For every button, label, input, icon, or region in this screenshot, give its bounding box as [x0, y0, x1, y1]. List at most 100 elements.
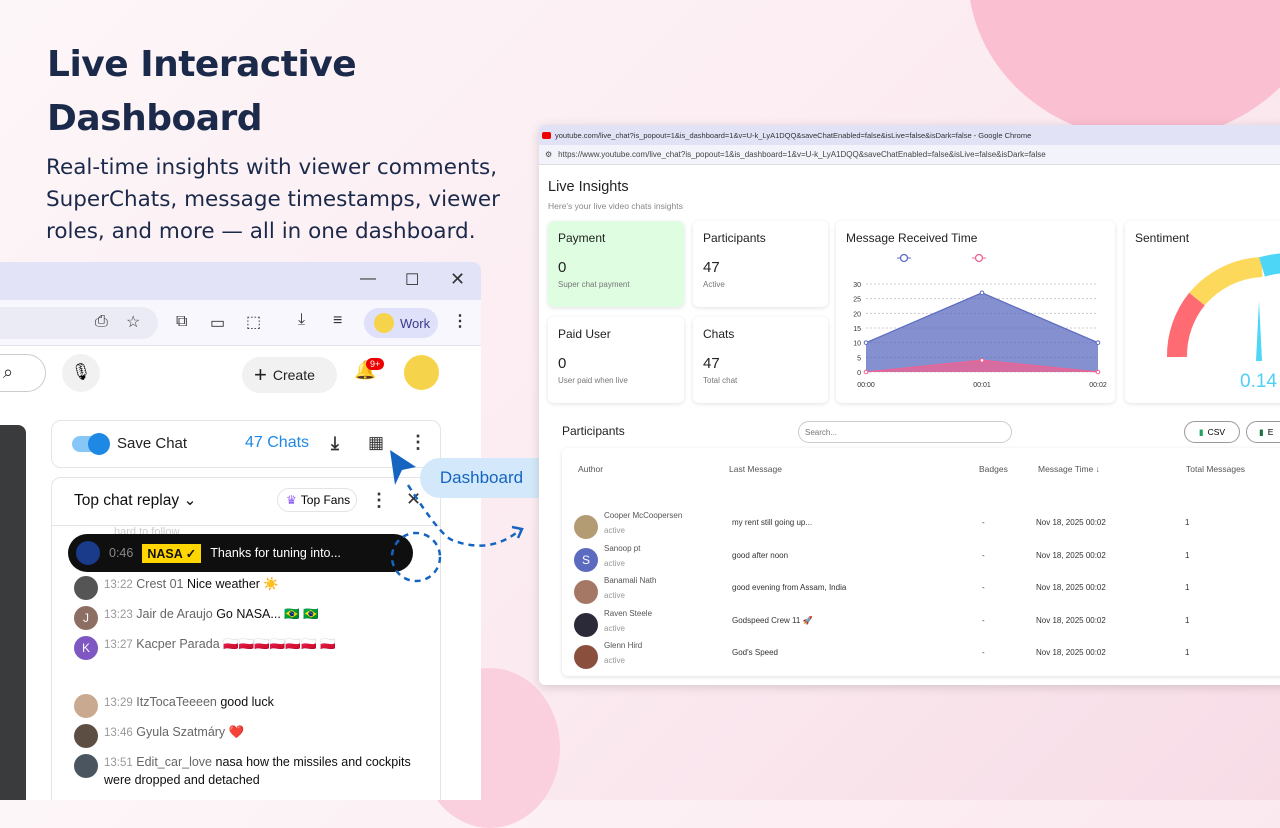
- chat-message[interactable]: J 13:23 Jair de Araujo Go NASA... 🇧🇷 🇧🇷: [74, 606, 414, 630]
- gauge-neutral: [1189, 257, 1263, 306]
- author-status: active: [604, 623, 625, 633]
- x-tick-label: 00:01: [973, 382, 991, 389]
- search-button[interactable]: ⌕: [0, 354, 46, 392]
- message-time: 13:22: [104, 579, 133, 591]
- page-title: Live Insights: [548, 179, 629, 195]
- profile-button[interactable]: Work: [364, 308, 438, 338]
- chat-message[interactable]: 13:22 Crest 01 Nice weather ☀️: [74, 576, 414, 600]
- chat-message[interactable]: 13:46 Gyula Szatmáry ❤️: [74, 724, 414, 748]
- participants-title: Participants: [562, 424, 625, 438]
- badges: -: [982, 550, 985, 560]
- maximize-icon[interactable]: ☐: [405, 272, 420, 289]
- save-chat-toggle[interactable]: [72, 433, 110, 455]
- address-bar[interactable]: ⚙ https://www.youtube.com/live_chat?is_po…: [539, 145, 1280, 165]
- close-icon[interactable]: ✕: [406, 489, 422, 509]
- column-header[interactable]: Last Message: [729, 464, 782, 474]
- avatar: J: [74, 606, 98, 630]
- author-name: Banamali Nath: [604, 576, 657, 585]
- dashboard-icon[interactable]: ▦: [368, 433, 385, 452]
- y-tick-label: 15: [853, 326, 861, 333]
- title-bar: — ☐ ✕: [0, 262, 481, 300]
- table-row[interactable]: S Sanoop pt active good after noon - Nov…: [562, 543, 1280, 577]
- last-message: God's Speed: [732, 648, 779, 657]
- cast-icon[interactable]: ▭: [210, 315, 226, 332]
- y-tick-label: 20: [853, 311, 861, 318]
- total-messages: 1: [1185, 648, 1190, 657]
- message-text: 🇵🇱🇵🇱🇵🇱🇵🇱🇵🇱🇵🇱 🇵🇱: [223, 637, 336, 651]
- table-row[interactable]: Cooper McCoopersen active my rent still …: [562, 511, 1280, 544]
- top-fans-button[interactable]: ♛ Top Fans: [277, 488, 357, 512]
- media-icon[interactable]: ≡: [333, 312, 343, 329]
- mic-button[interactable]: 🎙: [62, 354, 100, 392]
- address-bar[interactable]: [0, 307, 158, 339]
- legend-marker: [974, 253, 984, 263]
- sentiment-title: Sentiment: [1135, 231, 1190, 245]
- column-header[interactable]: Total Messages: [1186, 464, 1246, 474]
- legend-marker: [899, 253, 909, 263]
- notifications-button[interactable]: 🔔 9+: [354, 358, 385, 381]
- avatar: [74, 576, 98, 600]
- table-row[interactable]: Banamali Nath active good evening from A…: [562, 576, 1280, 609]
- message-time: 13:27: [104, 639, 133, 651]
- data-point: [1095, 369, 1101, 375]
- sentiment-value: 0.14: [1240, 371, 1277, 392]
- extension-icon[interactable]: ⧉: [176, 313, 188, 330]
- chat-message[interactable]: 13:51 Edit_car_love nasa how the missile…: [74, 754, 414, 789]
- avatar: [74, 754, 98, 778]
- more-icon[interactable]: ⋮: [370, 490, 388, 510]
- avatar: [374, 313, 394, 333]
- chats-card: Chats 47 Total chat: [693, 317, 828, 403]
- avatar: S: [574, 547, 598, 572]
- more-icon[interactable]: ⋮: [409, 432, 427, 452]
- close-icon[interactable]: ✕: [450, 269, 466, 289]
- pinned-text: Thanks for tuning into...: [210, 546, 341, 560]
- total-messages: 1: [1185, 615, 1190, 625]
- pinned-time: 0:46: [109, 546, 134, 560]
- author-name: Cooper McCoopersen: [604, 511, 683, 520]
- video-player[interactable]: [0, 425, 26, 800]
- message-text: nasa how the missiles and cockpits were …: [104, 755, 411, 787]
- gauge-positive: [1259, 253, 1280, 277]
- excel-export-button[interactable]: ▮ E: [1246, 421, 1280, 443]
- star-icon[interactable]: ☆: [126, 314, 141, 331]
- create-button[interactable]: + Create: [242, 357, 337, 393]
- gauge-needle: [1256, 301, 1262, 361]
- chart-title: Message Received Time: [846, 231, 978, 245]
- author-status: active: [604, 591, 625, 600]
- total-messages: 1: [1185, 518, 1190, 527]
- install-icon[interactable]: ⎙: [95, 313, 108, 330]
- message-time: 13:51: [104, 757, 133, 769]
- save-chat-bar: Save Chat 47 Chats ⤓ ▦ ⋮: [51, 420, 441, 468]
- table-row[interactable]: Raven Steele active Godspeed Crew 11 🚀 -…: [562, 609, 1280, 642]
- pinned-message[interactable]: 0:46 NASA ✓ Thanks for tuning into...: [68, 534, 413, 572]
- message-author: Gyula Szatmáry: [136, 725, 226, 739]
- minimize-icon[interactable]: —: [360, 270, 376, 287]
- column-header[interactable]: Message Time ↓: [1038, 464, 1100, 474]
- download-icon[interactable]: ⤓: [331, 433, 339, 453]
- account-avatar[interactable]: [404, 355, 439, 390]
- column-header[interactable]: Author: [578, 464, 604, 474]
- author-status: active: [604, 526, 625, 535]
- table-row[interactable]: Glenn Hird active God's Speed - Nov 18, …: [562, 641, 1280, 674]
- chat-header: Top chat replay ⌄ ♛ Top Fans ⋮ ✕: [52, 478, 440, 526]
- more-icon[interactable]: ⋮: [452, 313, 468, 330]
- chat-message[interactable]: K 13:27 Kacper Parada 🇵🇱🇵🇱🇵🇱🇵🇱🇵🇱🇵🇱 🇵🇱: [74, 636, 414, 660]
- excel-icon: ▮: [1259, 426, 1264, 437]
- site-settings-icon[interactable]: ⚙: [545, 150, 553, 159]
- x-tick-label: 00:00: [857, 382, 875, 389]
- avatar: [574, 515, 598, 539]
- chat-mode-dropdown[interactable]: Top chat replay ⌄: [74, 491, 196, 510]
- series-area: [866, 292, 1098, 372]
- search-input[interactable]: [798, 421, 1012, 443]
- message-text: good luck: [220, 695, 274, 709]
- message-text: Nice weather ☀️: [187, 577, 279, 591]
- author-name: Sanoop pt: [604, 543, 641, 553]
- csv-export-button[interactable]: ▮ CSV: [1184, 421, 1240, 443]
- column-header[interactable]: Badges: [979, 464, 1008, 474]
- badges: -: [982, 518, 985, 527]
- last-message: Godspeed Crew 11 🚀: [732, 615, 813, 625]
- puzzle-icon[interactable]: ⬚: [246, 314, 262, 331]
- chat-message[interactable]: 13:29 ItzTocaTeeeen good luck: [74, 694, 414, 718]
- download-icon[interactable]: ⤓: [298, 311, 306, 328]
- message-author: Crest 01: [136, 577, 184, 591]
